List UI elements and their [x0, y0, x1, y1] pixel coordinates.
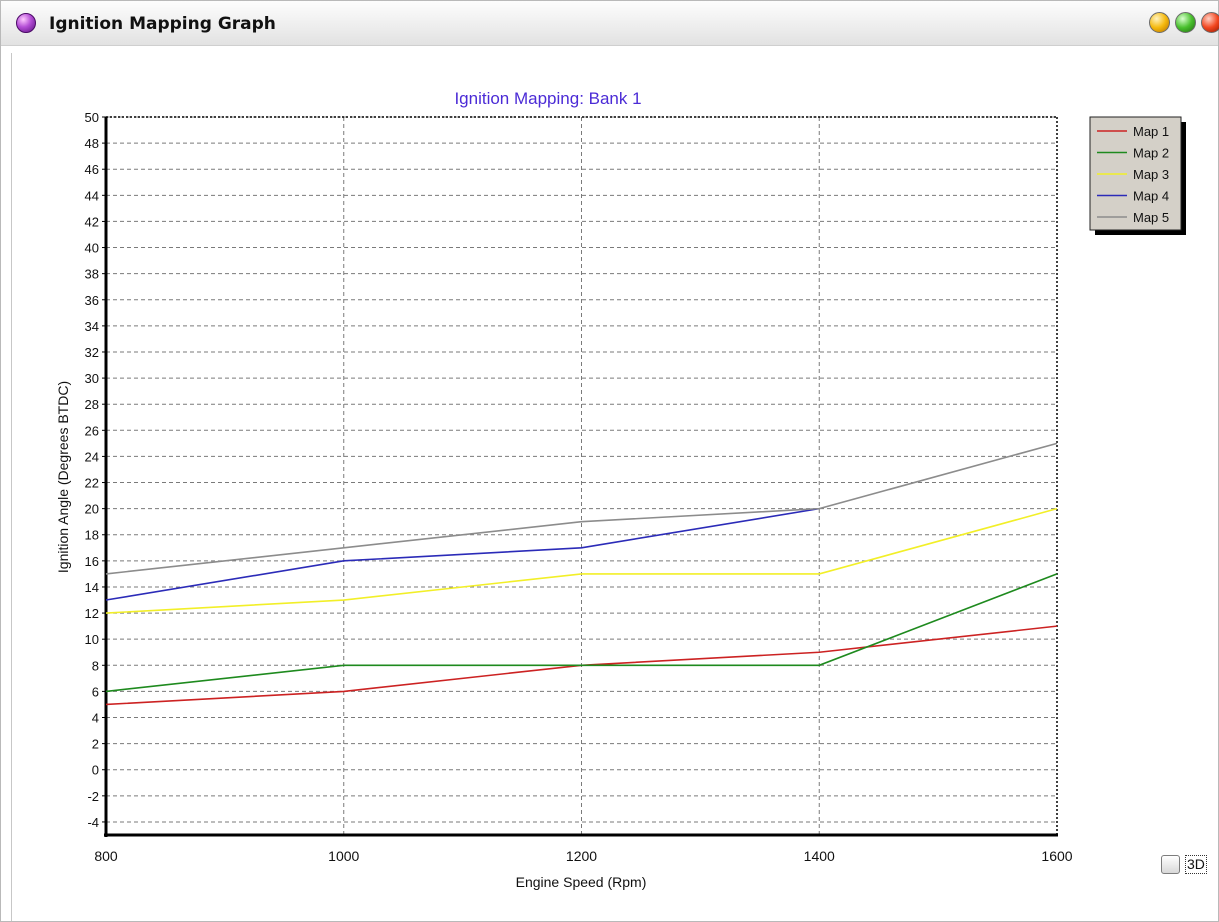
- legend: Map 1 Map 2 Map 3 Map 4 Map 5: [1089, 116, 1186, 235]
- axes: [104, 116, 1058, 837]
- y-tick-label: 4: [92, 711, 99, 726]
- y-tick-label: 30: [85, 371, 99, 386]
- y-tick-label: 14: [85, 580, 99, 595]
- y-tick-label: 10: [85, 632, 99, 647]
- window-title: Ignition Mapping Graph: [49, 14, 276, 34]
- threed-checkbox[interactable]: [1161, 855, 1180, 874]
- window-menu-orb-icon[interactable]: [16, 13, 36, 33]
- x-tick-label: 800: [94, 848, 118, 864]
- legend-label: Map 4: [1133, 189, 1169, 204]
- y-tick-label: 24: [85, 449, 99, 464]
- x-axis-label: Engine Speed (Rpm): [516, 874, 647, 890]
- y-tick-label: 48: [85, 136, 99, 151]
- chart-title: Ignition Mapping: Bank 1: [454, 89, 641, 108]
- legend-label: Map 3: [1133, 167, 1169, 182]
- x-tick-label: 1200: [566, 848, 597, 864]
- tick-labels: -4-2024681012141618202224262830323436384…: [85, 110, 1073, 864]
- title-bar[interactable]: Ignition Mapping Graph: [1, 1, 1219, 46]
- y-tick-label: 40: [85, 241, 99, 256]
- y-tick-label: 22: [85, 476, 99, 491]
- x-tick-label: 1600: [1041, 848, 1072, 864]
- series-line-map-3: [105, 507, 1058, 614]
- y-tick-label: 0: [92, 763, 99, 778]
- y-axis-label: Ignition Angle (Degrees BTDC): [55, 381, 71, 573]
- y-tick-label: 50: [85, 110, 99, 125]
- series-line-map-5: [105, 442, 1058, 575]
- legend-label: Map 2: [1133, 146, 1169, 161]
- x-tick-label: 1000: [328, 848, 359, 864]
- y-tick-label: 42: [85, 214, 99, 229]
- minimize-button[interactable]: [1149, 12, 1170, 33]
- y-tick-label: 12: [85, 606, 99, 621]
- y-tick-label: 8: [92, 658, 99, 673]
- series-line-map-2: [105, 573, 1058, 693]
- y-tick-label: 28: [85, 397, 99, 412]
- y-tick-label: 34: [85, 319, 99, 334]
- content-border: [11, 53, 12, 921]
- threed-label[interactable]: 3D: [1185, 855, 1207, 874]
- maximize-button[interactable]: [1175, 12, 1196, 33]
- y-tick-label: 36: [85, 293, 99, 308]
- legend-label: Map 5: [1133, 210, 1169, 225]
- y-tick-label: 44: [85, 188, 99, 203]
- y-tick-label: 2: [92, 737, 99, 752]
- y-tick-label: 46: [85, 162, 99, 177]
- legend-label: Map 1: [1133, 124, 1169, 139]
- y-tick-label: 6: [92, 684, 99, 699]
- y-tick-label: 38: [85, 267, 99, 282]
- series-lines: [105, 442, 1058, 706]
- x-tick-label: 1400: [804, 848, 835, 864]
- y-tick-label: -2: [87, 789, 99, 804]
- y-tick-label: 18: [85, 528, 99, 543]
- y-tick-label: 26: [85, 423, 99, 438]
- y-tick-label: 16: [85, 554, 99, 569]
- close-button[interactable]: [1201, 12, 1219, 33]
- y-tick-label: -4: [87, 815, 99, 830]
- grid: [106, 116, 1057, 835]
- y-tick-label: 32: [85, 345, 99, 360]
- series-line-map-4: [105, 507, 820, 601]
- y-tick-label: 20: [85, 502, 99, 517]
